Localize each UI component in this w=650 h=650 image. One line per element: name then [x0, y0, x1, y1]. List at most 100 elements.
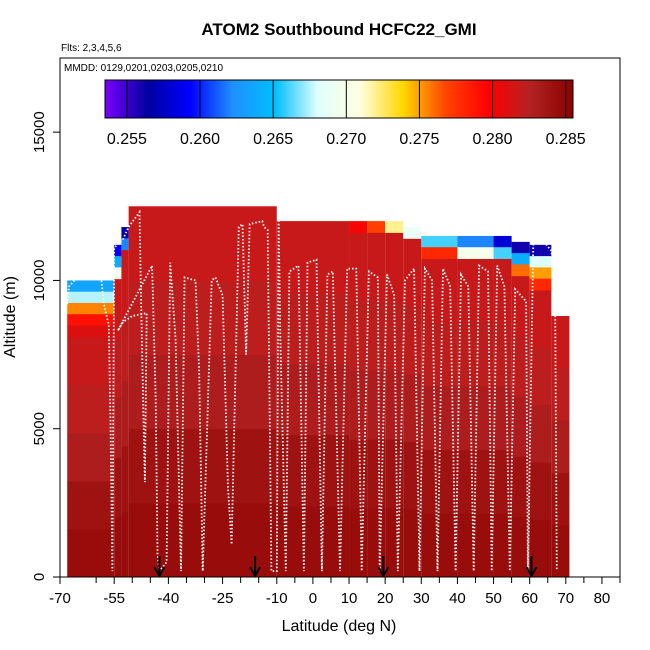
curtain-cell — [457, 513, 494, 577]
curtain-cell — [511, 396, 530, 457]
curtain-cell — [67, 291, 115, 304]
curtain-cell — [511, 241, 530, 254]
curtain-cell — [511, 275, 530, 337]
latitude-arrow — [153, 556, 166, 579]
y-tick-label: 0 — [31, 573, 48, 581]
curtain-cell — [493, 235, 512, 248]
flights-note: Flts: 2,3,4,5,6 — [61, 43, 122, 54]
curtain-cell — [511, 264, 530, 277]
curtain-cell — [385, 221, 404, 233]
curtain-cell — [529, 278, 552, 291]
curtain-cell — [121, 227, 129, 239]
curtain-cell — [551, 316, 570, 369]
colorbar-ramp — [104, 79, 574, 119]
colorbar-tick-label: 0.255 — [107, 131, 147, 148]
curtain-cell — [67, 480, 115, 530]
curtain-cell — [529, 404, 552, 463]
curtain-cell — [121, 380, 129, 447]
curtain-cell — [114, 278, 122, 339]
curtain-cell — [128, 428, 277, 504]
x-tick-label: -70 — [49, 590, 71, 607]
curtain-cell — [114, 244, 122, 257]
colorbar-tick-label: 0.285 — [546, 131, 586, 148]
curtain-cell — [551, 472, 570, 526]
curtain-cell — [403, 227, 422, 239]
curtain-cell — [529, 267, 552, 280]
y-tick-label: 15000 — [31, 111, 48, 153]
curtain-cell — [385, 301, 404, 371]
y-axis-label: Altitude (m) — [2, 276, 19, 358]
colorbar-tick-label: 0.270 — [326, 131, 366, 148]
latitude-arrow — [525, 556, 538, 579]
curtain-cell — [421, 258, 458, 323]
curtain-cell — [67, 432, 115, 482]
curtain-cell — [349, 508, 368, 577]
curtain-cell — [121, 249, 129, 316]
curtain-cell — [114, 457, 122, 518]
plot-frame — [59, 57, 621, 578]
curtain-cell — [276, 292, 350, 364]
x-tick-label: 40 — [449, 590, 466, 607]
curtain-cell — [551, 420, 570, 474]
curtain-cell — [276, 221, 350, 293]
curtain-cell — [529, 289, 552, 348]
curtain-cell — [403, 306, 422, 375]
x-axis: -70 -55 -40 -25 -10 0 10 20 30 40 50 60 70 80 — [49, 577, 621, 607]
curtain-cell — [367, 301, 386, 371]
curtain-cell — [529, 256, 552, 268]
curtain-cell — [421, 385, 458, 451]
flight-track — [66, 209, 558, 574]
curtain-cell — [493, 513, 512, 577]
latitude-markers — [153, 556, 538, 579]
curtain-cell — [551, 524, 570, 577]
curtain-cells — [67, 206, 570, 577]
curtain-cell — [529, 347, 552, 406]
curtain-cell — [511, 335, 530, 397]
curtain-cell — [276, 505, 350, 577]
curtain-cell — [114, 397, 122, 459]
x-tick-label: -25 — [212, 590, 234, 607]
curtain-cell — [385, 439, 404, 509]
x-tick-label: 0 — [309, 590, 317, 607]
curtain-cell — [121, 446, 129, 513]
colorbar-tick-label: 0.260 — [180, 131, 220, 148]
curtain-cell — [367, 232, 386, 302]
curtain-cell — [114, 338, 122, 399]
colorbar-tick-label: 0.280 — [473, 131, 513, 148]
x-tick-label: -40 — [158, 590, 180, 607]
y-tick-label: 10000 — [31, 260, 48, 302]
curtain-cell — [128, 354, 277, 430]
curtain-cell — [421, 513, 458, 577]
curtain-cell — [114, 517, 122, 577]
x-tick-label: 70 — [557, 590, 574, 607]
colorbar-tick-label: 0.275 — [399, 131, 439, 148]
curtain-cell — [457, 247, 494, 259]
curtain-cell — [403, 441, 422, 510]
curtain-cell — [457, 258, 494, 323]
curtain-cell — [385, 232, 404, 302]
curtain-cell — [529, 462, 552, 521]
curtain-cell — [349, 232, 368, 302]
x-tick-label: -10 — [266, 590, 288, 607]
curtain-cell — [403, 373, 422, 443]
curtain-cell — [421, 235, 458, 248]
curtain-cell — [421, 322, 458, 387]
latitude-arrow — [249, 556, 261, 579]
curtain-cell — [349, 221, 368, 233]
curtain-cell — [67, 280, 115, 293]
x-tick-label: 50 — [485, 590, 502, 607]
x-tick-label: 20 — [377, 590, 394, 607]
curtain-cell — [385, 370, 404, 440]
x-tick-label: 60 — [521, 590, 538, 607]
curtain-cell — [67, 325, 115, 338]
curtain-cell — [121, 238, 129, 251]
curtain-cell — [128, 280, 277, 356]
chart-title: ATOM2 Southbound HCFC22_GMI — [201, 20, 476, 39]
curtain-cell — [457, 322, 494, 387]
curtain-cell — [67, 384, 115, 434]
curtain-cell — [529, 244, 552, 257]
colorbar: 0.255 0.260 0.265 0.270 0.275 0.280 0.285 — [104, 79, 586, 148]
curtain-cell — [67, 528, 115, 577]
curtain-cell — [349, 439, 368, 509]
